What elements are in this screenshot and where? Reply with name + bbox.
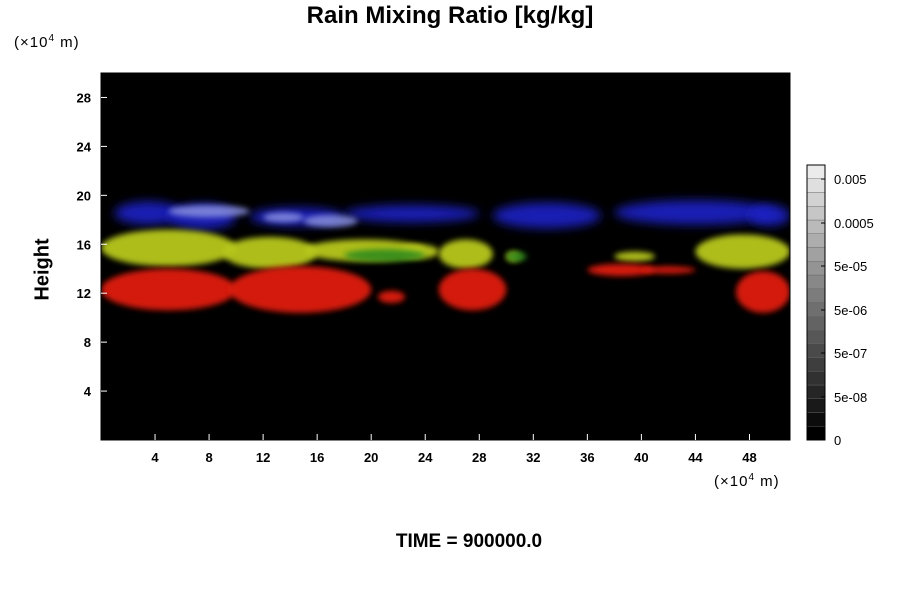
x-tick-label: 24 [418, 450, 433, 465]
colorbar-tick-label: 5e-05 [834, 259, 867, 274]
time-label: TIME = 900000.0 [395, 531, 543, 552]
red-band-blob [377, 290, 405, 303]
red-band-blob [735, 271, 790, 313]
colorbar-segment [806, 426, 826, 441]
red-band-blob [438, 268, 507, 311]
x-tick-label: 12 [256, 450, 270, 465]
x-tick-label: 16 [310, 450, 324, 465]
colorbar-segment [806, 247, 826, 262]
green-band-blob [506, 251, 527, 262]
y-tick-label: 16 [77, 237, 91, 252]
field-layer [101, 200, 790, 313]
blue-band-blob [614, 200, 777, 225]
y-axis-unit: (×104 m) [14, 33, 80, 51]
blue-band-blob [492, 202, 601, 229]
colorbar-frame [806, 164, 826, 441]
blue-band-highlight [263, 212, 304, 223]
x-tick-label: 8 [205, 450, 212, 465]
colorbar-segment [806, 288, 826, 303]
colorbar-segment [806, 371, 826, 386]
yellow-band-blob [222, 236, 318, 269]
colorbar-segment [806, 219, 826, 234]
colorbar-segment [806, 178, 826, 193]
x-tick-label: 40 [634, 450, 648, 465]
colorbar-segment [806, 343, 826, 358]
colorbar-segment [806, 412, 826, 427]
yellow-band-blob [614, 251, 655, 262]
red-band-blob [641, 266, 696, 274]
colorbar-tick-label: 5e-06 [834, 303, 867, 318]
yellow-band-blob [438, 239, 493, 269]
colorbar-segment [806, 233, 826, 248]
blue-band-blob [344, 205, 480, 223]
y-tick-label: 4 [84, 384, 92, 399]
yellow-band-blob [101, 229, 237, 267]
colorbar-segment [806, 274, 826, 289]
plot-frame [100, 72, 791, 441]
green-band-blob [344, 249, 426, 262]
y-tick-label: 28 [77, 90, 91, 105]
colorbar-segment [806, 316, 826, 331]
colorbar-tick-label: 5e-08 [834, 390, 867, 405]
x-tick-label: 36 [580, 450, 594, 465]
blue-band-highlight [303, 214, 358, 228]
colorbar-segment [806, 329, 826, 344]
blue-band-blob [114, 201, 183, 225]
colorbar: 0.005 0.0005 5e-05 5e-06 5e-07 5e-08 0 [806, 164, 874, 448]
red-band-blob [587, 263, 655, 277]
x-tick-label: 48 [742, 450, 756, 465]
red-band-blob [229, 266, 372, 313]
blue-band-blob [749, 205, 790, 226]
colorbar-segment [806, 192, 826, 207]
blue-band-highlight [168, 205, 250, 218]
chart-title: Rain Mixing Ratio [kg/kg] [306, 2, 594, 29]
colorbar-segment [806, 398, 826, 413]
colorbar-segment [806, 164, 826, 179]
x-tick-label: 28 [472, 450, 486, 465]
colorbar-tick-label: 0.005 [834, 172, 867, 187]
x-tick-label: 4 [151, 450, 159, 465]
colorbar-segment [806, 302, 826, 317]
y-tick-label: 20 [77, 188, 91, 203]
yellow-band-blob [695, 234, 790, 269]
y-tick-label: 24 [77, 139, 92, 154]
x-axis-unit: (×104 m) [714, 472, 780, 490]
x-tick-label: 20 [364, 450, 378, 465]
x-tick-label: 44 [688, 450, 703, 465]
colorbar-segment [806, 357, 826, 372]
red-band-blob [101, 268, 237, 311]
colorbar-tick-label: 0 [834, 433, 841, 448]
colorbar-segment [806, 206, 826, 221]
colorbar-tick-label: 5e-07 [834, 346, 867, 361]
colorbar-tick-label: 0.0005 [834, 216, 874, 231]
y-tick-label: 12 [77, 286, 91, 301]
y-tick-label: 8 [84, 335, 91, 350]
colorbar-segment [806, 261, 826, 276]
x-tick-label: 32 [526, 450, 540, 465]
